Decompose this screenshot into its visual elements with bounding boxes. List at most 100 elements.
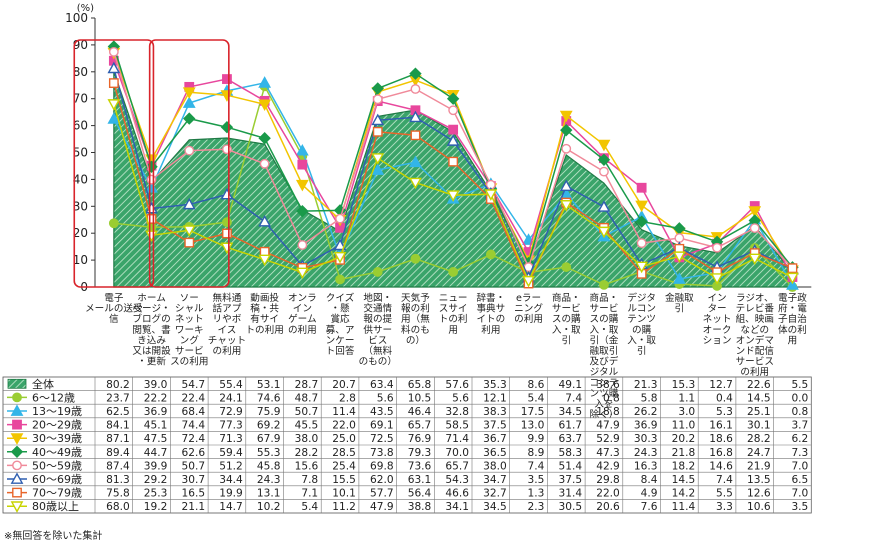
table-cell: 76.9 [408,433,432,445]
y-tick-label: 70 [73,92,88,106]
table-cell: 71.4 [445,433,469,445]
series-point [410,84,421,94]
table-cell: 14.6 [709,460,733,472]
series-point [108,218,119,229]
category-label-line: ソー [180,293,199,304]
table-cell: 47.5 [144,433,168,445]
table-cell: 5.8 [641,392,658,404]
table-cell: 0.8 [791,406,808,418]
y-tick-label: 10 [73,253,88,267]
table-row: 50～59歳 87.4 39.9 50.7 51.2 45.8 15.6 25.4 69.8 73… [7,459,809,472]
table-cell: 74.4 [182,420,206,432]
table-cell: 48.7 [295,392,319,404]
table-cell: 30.3 [634,433,658,445]
category-label-line: ゲーム [288,313,317,325]
category-label-line: オーク [703,325,732,336]
table-cell: 14.7 [219,501,243,513]
category-label-line: 賞応 [330,313,350,325]
table-cell: 25.0 [332,433,356,445]
series-point [787,263,798,274]
series-point [108,46,119,57]
table-cell: 19.9 [219,488,243,500]
table-cell: 11.0 [672,420,696,432]
table-cell: 68.4 [182,406,206,418]
category-label-line: 引 [637,346,647,357]
category-label-line: ジタル [590,367,619,378]
table-cell: 11.4 [672,501,696,513]
legend-label: 50～59歳 [32,459,82,472]
category-label-line: イン [293,304,312,315]
category-label-line: の利用 [740,366,769,378]
table-cell: 47.3 [596,447,620,459]
series-point [448,105,459,116]
table-cell: 22.4 [182,392,206,404]
series-point [597,139,611,152]
category-label-line: サービ [552,304,581,315]
series-point [258,132,271,145]
table-cell: 21.1 [182,501,206,513]
series-point [182,225,196,237]
category-label-line: の利用 [213,345,242,357]
series-point [559,179,573,192]
category-label-line: 地図・ [363,292,392,304]
series-point [335,274,345,285]
series-point [446,92,460,105]
table-cell: 2.8 [339,392,356,404]
table-cell: 5.6 [452,392,469,404]
category-label-line: オンデマ [736,334,774,346]
series-point [561,262,572,272]
table-cell: 75.8 [106,488,130,500]
category-label-line: 天気予 [401,292,430,304]
table-cell: 29.8 [596,474,620,486]
table-cell: 72.4 [182,433,206,445]
table-cell: 13.1 [257,488,281,500]
category-label-line: の利用 [514,313,543,325]
table-cell: 18.6 [709,433,733,445]
table-cell: 45.1 [144,420,168,432]
table-cell: 38.3 [483,406,507,418]
table-cell: 3.5 [528,474,545,486]
table-cell: 43.5 [370,406,394,418]
series-point [672,251,686,263]
table-row: 70～79歳 75.8 25.3 16.5 19.9 13.1 7.1 10.1 57.7 56.… [7,487,809,500]
table-cell: 8.4 [641,474,658,486]
table-cell: 87.1 [106,433,130,445]
category-label-line: サービス [736,357,774,368]
series-point [635,200,649,213]
table-cell: 10.5 [408,392,432,404]
legend-swatch-area [7,378,27,389]
table-cell: 14.5 [672,474,696,486]
series-point [597,153,611,166]
series-point [296,204,309,218]
table-cell: 36.9 [634,420,658,432]
series-point [409,155,422,168]
table-cell: 34.4 [219,474,243,486]
table-cell: 15.5 [332,474,356,486]
table-cell: 20.6 [596,501,620,513]
table-cell: 7.4 [528,460,545,472]
series-point [448,156,459,167]
table-cell: 0.4 [716,392,733,404]
table-cell: 5.5 [791,379,808,391]
table-cell: 21.3 [634,379,658,391]
category-label-line: ワーキ [175,325,204,336]
table-cell: 79.3 [408,447,432,459]
table-cell: 5.4 [528,392,545,404]
table-cell: 5.5 [716,488,733,500]
series-point [372,126,383,137]
table-cell: 24.3 [257,474,281,486]
table-cell: 1.1 [678,392,695,404]
table-row: 全体 80.2 39.0 54.7 55.4 53.1 28.7 20.7 63.4 65.8 57… [7,377,808,391]
table-cell: 71.3 [219,433,243,445]
table-cell: 5.4 [301,501,318,513]
table-cell: 38.6 [596,379,620,391]
table-row: 6～12歳 23.7 22.2 22.4 24.1 74.6 48.7 2.8 5.6 10.5 5… [7,391,809,404]
series-point [409,67,422,80]
series-point [448,267,459,277]
y-tick-label: 50 [73,146,88,160]
series-point [333,238,347,251]
table-cell: 24.3 [634,447,658,459]
category-label-line: クイズ [326,292,355,304]
